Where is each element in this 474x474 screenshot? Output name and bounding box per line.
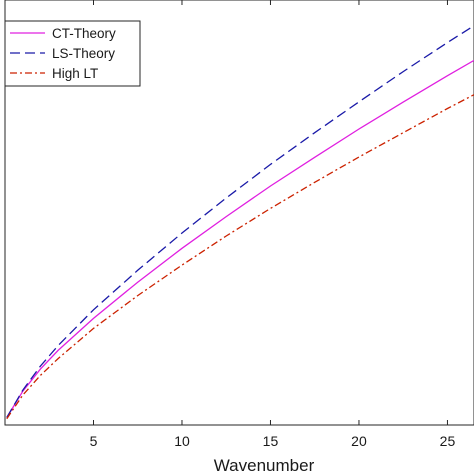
x-tick-label: 25 bbox=[440, 433, 456, 449]
series-line-3 bbox=[6, 94, 474, 420]
x-tick-label: 5 bbox=[90, 433, 98, 449]
x-tick-label: 20 bbox=[351, 433, 367, 449]
series-line-1 bbox=[6, 59, 474, 418]
series-line-2 bbox=[6, 25, 474, 418]
legend-label: CT-Theory bbox=[52, 26, 116, 41]
x-axis-label: Wavenumber bbox=[214, 456, 315, 474]
legend: CT-Theory LS-Theory High LT bbox=[4, 20, 141, 87]
x-axis: 5 10 15 20 25 bbox=[90, 0, 456, 449]
x-tick-label: 15 bbox=[263, 433, 279, 449]
series-lines bbox=[6, 25, 474, 420]
x-tick-label: 10 bbox=[174, 433, 190, 449]
legend-label: High LT bbox=[52, 66, 98, 81]
legend-label: LS-Theory bbox=[52, 46, 115, 61]
